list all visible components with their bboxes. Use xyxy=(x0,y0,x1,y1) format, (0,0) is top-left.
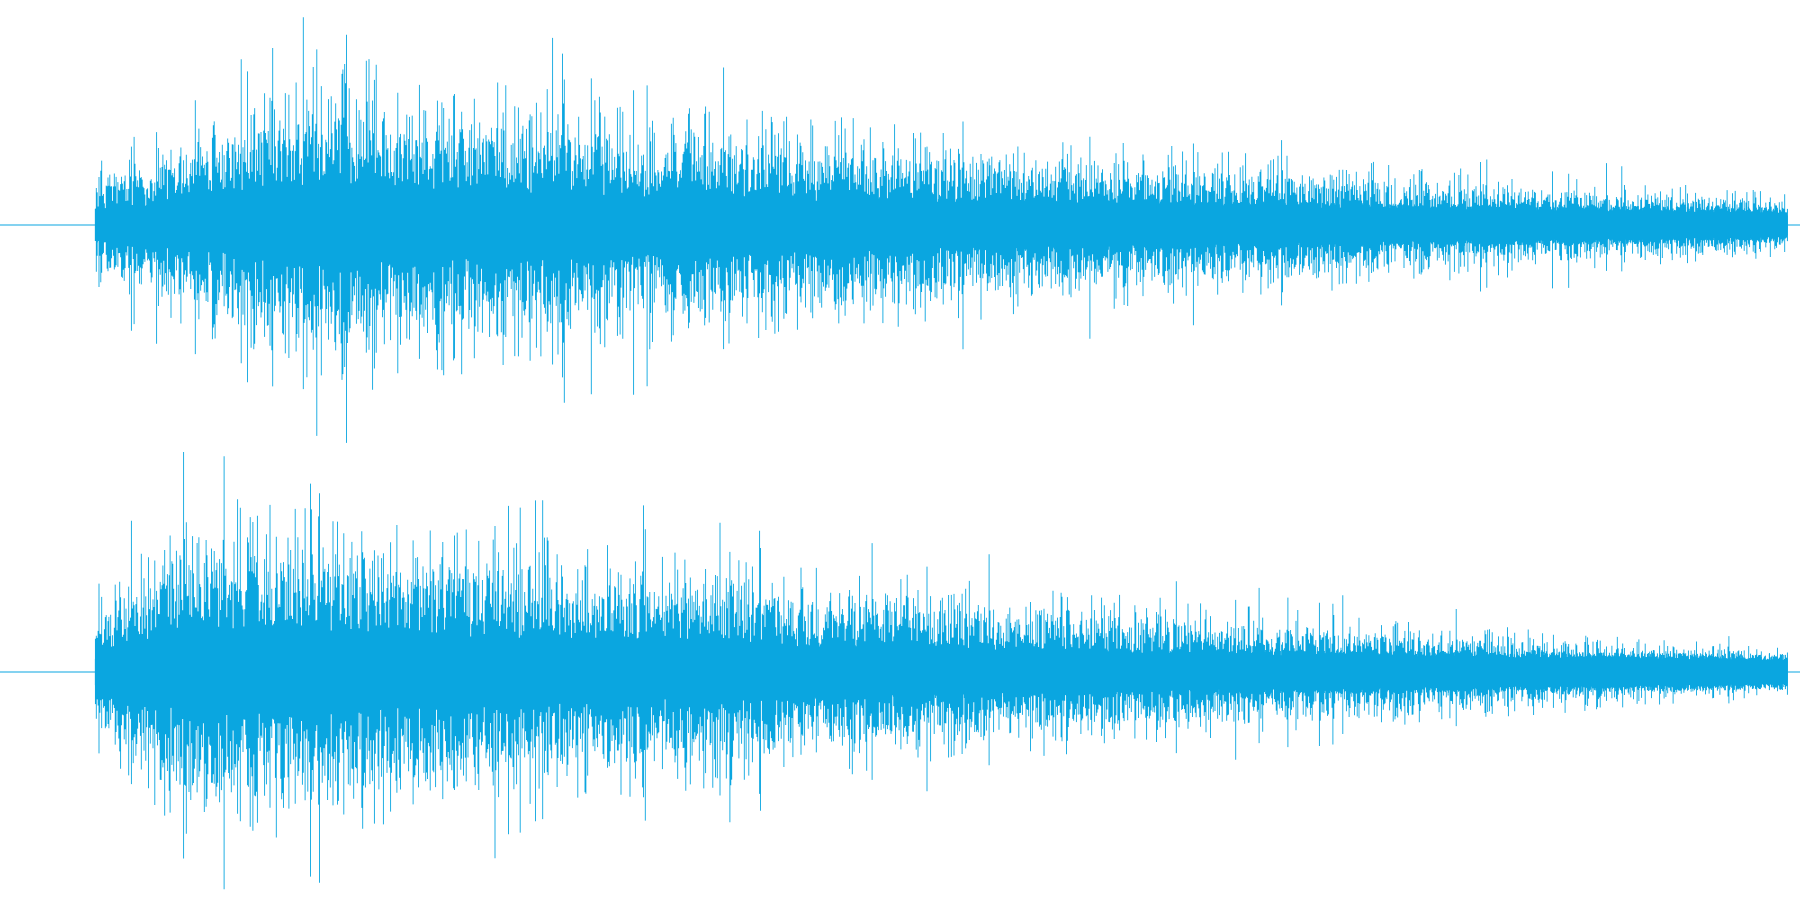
waveform-samples xyxy=(94,17,1788,443)
waveform-samples xyxy=(94,452,1788,890)
waveform-channel-1 xyxy=(0,17,1800,443)
waveform-channel-2 xyxy=(0,452,1800,890)
